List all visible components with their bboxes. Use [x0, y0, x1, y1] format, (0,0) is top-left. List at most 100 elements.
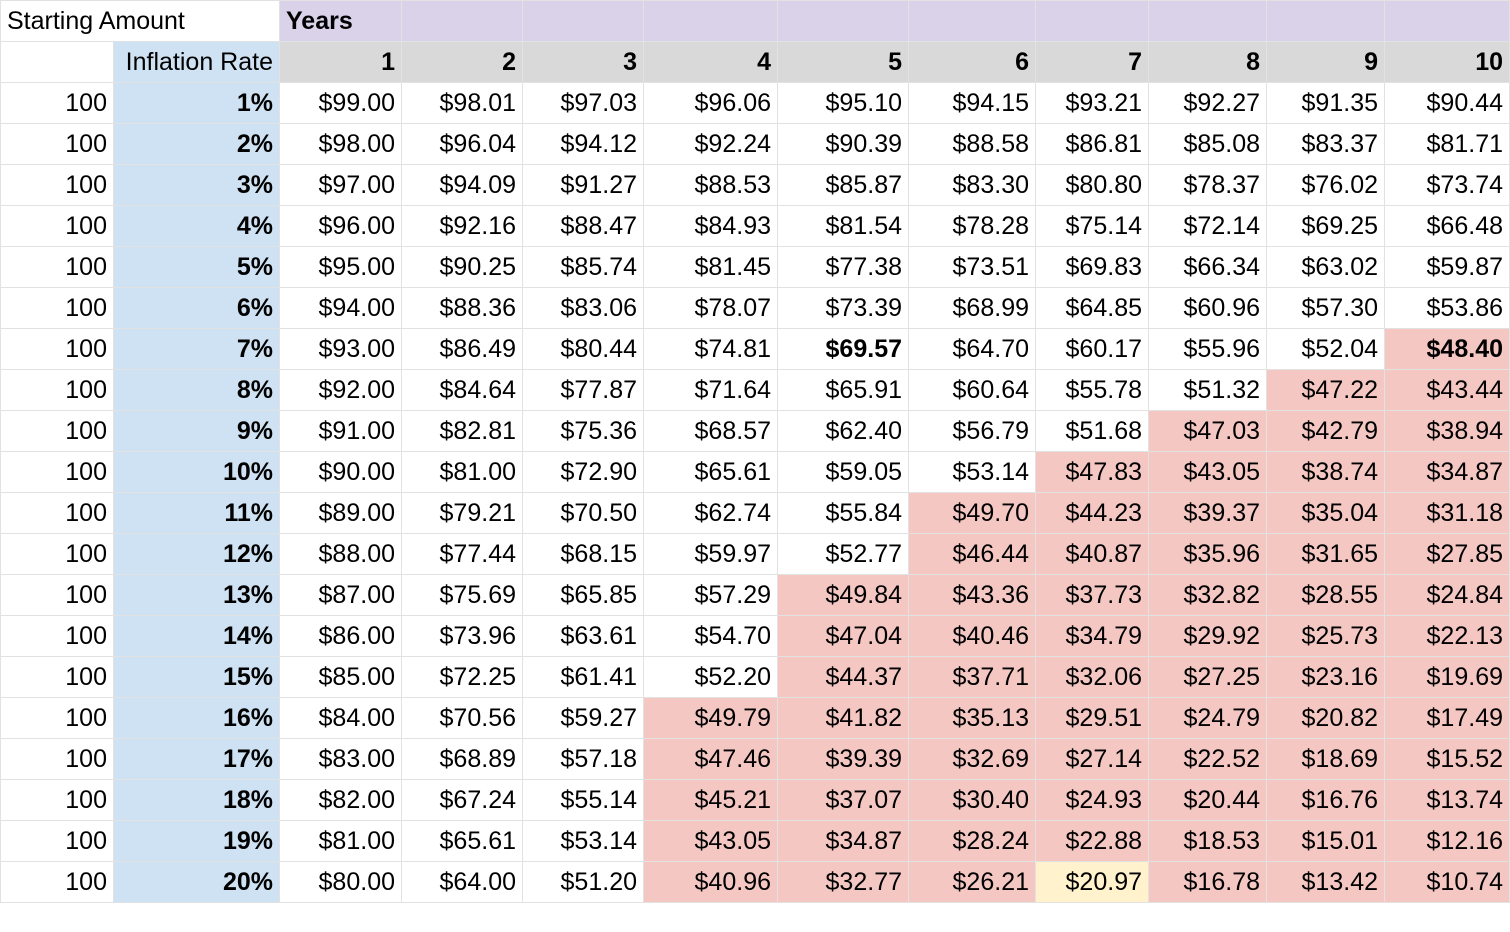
value-cell-year-9[interactable]: $42.79: [1266, 410, 1385, 452]
value-cell-year-8[interactable]: $18.53: [1148, 820, 1267, 862]
value-cell-year-4[interactable]: $78.07: [643, 287, 778, 329]
value-cell-year-3[interactable]: $91.27: [522, 164, 644, 206]
value-cell-year-10[interactable]: $27.85: [1384, 533, 1510, 575]
inflation-rate-cell[interactable]: 3%: [113, 164, 280, 206]
value-cell-year-1[interactable]: $89.00: [279, 492, 402, 534]
inflation-rate-cell[interactable]: 4%: [113, 205, 280, 247]
inflation-rate-cell[interactable]: 15%: [113, 656, 280, 698]
value-cell-year-10[interactable]: $19.69: [1384, 656, 1510, 698]
value-cell-year-4[interactable]: $62.74: [643, 492, 778, 534]
value-cell-year-7[interactable]: $60.17: [1035, 328, 1149, 370]
value-cell-year-5[interactable]: $95.10: [777, 82, 909, 124]
value-cell-year-3[interactable]: $77.87: [522, 369, 644, 411]
value-cell-year-4[interactable]: $54.70: [643, 615, 778, 657]
value-cell-year-7[interactable]: $47.83: [1035, 451, 1149, 493]
value-cell-year-8[interactable]: $35.96: [1148, 533, 1267, 575]
value-cell-year-4[interactable]: $40.96: [643, 861, 778, 903]
value-cell-year-4[interactable]: $84.93: [643, 205, 778, 247]
inflation-rate-cell[interactable]: 11%: [113, 492, 280, 534]
value-cell-year-6[interactable]: $28.24: [908, 820, 1036, 862]
value-cell-year-8[interactable]: $92.27: [1148, 82, 1267, 124]
inflation-rate-cell[interactable]: 8%: [113, 369, 280, 411]
value-cell-year-6[interactable]: $53.14: [908, 451, 1036, 493]
value-cell-year-5[interactable]: $73.39: [777, 287, 909, 329]
value-cell-year-10[interactable]: $48.40: [1384, 328, 1510, 370]
value-cell-year-1[interactable]: $97.00: [279, 164, 402, 206]
value-cell-year-4[interactable]: $88.53: [643, 164, 778, 206]
starting-amount-cell[interactable]: 100: [0, 246, 114, 288]
value-cell-year-5[interactable]: $59.05: [777, 451, 909, 493]
inflation-rate-cell[interactable]: 6%: [113, 287, 280, 329]
value-cell-year-4[interactable]: $49.79: [643, 697, 778, 739]
value-cell-year-3[interactable]: $61.41: [522, 656, 644, 698]
value-cell-year-1[interactable]: $81.00: [279, 820, 402, 862]
value-cell-year-6[interactable]: $64.70: [908, 328, 1036, 370]
year-header-8[interactable]: 8: [1148, 41, 1267, 83]
value-cell-year-3[interactable]: $85.74: [522, 246, 644, 288]
value-cell-year-9[interactable]: $91.35: [1266, 82, 1385, 124]
value-cell-year-5[interactable]: $55.84: [777, 492, 909, 534]
years-header-cell[interactable]: [908, 0, 1036, 42]
value-cell-year-5[interactable]: $52.77: [777, 533, 909, 575]
value-cell-year-9[interactable]: $25.73: [1266, 615, 1385, 657]
value-cell-year-8[interactable]: $66.34: [1148, 246, 1267, 288]
value-cell-year-8[interactable]: $24.79: [1148, 697, 1267, 739]
value-cell-year-3[interactable]: $75.36: [522, 410, 644, 452]
value-cell-year-1[interactable]: $87.00: [279, 574, 402, 616]
years-header-cell[interactable]: [1148, 0, 1267, 42]
value-cell-year-8[interactable]: $22.52: [1148, 738, 1267, 780]
years-header-cell[interactable]: [777, 0, 909, 42]
starting-amount-cell[interactable]: 100: [0, 369, 114, 411]
value-cell-year-2[interactable]: $65.61: [401, 820, 523, 862]
value-cell-year-1[interactable]: $99.00: [279, 82, 402, 124]
inflation-rate-cell[interactable]: 14%: [113, 615, 280, 657]
value-cell-year-7[interactable]: $24.93: [1035, 779, 1149, 821]
year-header-6[interactable]: 6: [908, 41, 1036, 83]
value-cell-year-4[interactable]: $59.97: [643, 533, 778, 575]
value-cell-year-3[interactable]: $83.06: [522, 287, 644, 329]
value-cell-year-7[interactable]: $51.68: [1035, 410, 1149, 452]
value-cell-year-9[interactable]: $57.30: [1266, 287, 1385, 329]
value-cell-year-1[interactable]: $95.00: [279, 246, 402, 288]
value-cell-year-4[interactable]: $65.61: [643, 451, 778, 493]
value-cell-year-1[interactable]: $98.00: [279, 123, 402, 165]
value-cell-year-9[interactable]: $18.69: [1266, 738, 1385, 780]
value-cell-year-2[interactable]: $64.00: [401, 861, 523, 903]
starting-amount-cell[interactable]: 100: [0, 492, 114, 534]
value-cell-year-1[interactable]: $84.00: [279, 697, 402, 739]
value-cell-year-5[interactable]: $39.39: [777, 738, 909, 780]
value-cell-year-10[interactable]: $73.74: [1384, 164, 1510, 206]
starting-amount-cell[interactable]: 100: [0, 205, 114, 247]
value-cell-year-1[interactable]: $85.00: [279, 656, 402, 698]
value-cell-year-8[interactable]: $51.32: [1148, 369, 1267, 411]
starting-amount-cell[interactable]: 100: [0, 861, 114, 903]
value-cell-year-9[interactable]: $15.01: [1266, 820, 1385, 862]
value-cell-year-8[interactable]: $43.05: [1148, 451, 1267, 493]
value-cell-year-8[interactable]: $16.78: [1148, 861, 1267, 903]
value-cell-year-10[interactable]: $15.52: [1384, 738, 1510, 780]
year-header-2[interactable]: 2: [401, 41, 523, 83]
starting-amount-cell[interactable]: 100: [0, 410, 114, 452]
inflation-rate-cell[interactable]: 13%: [113, 574, 280, 616]
value-cell-year-9[interactable]: $63.02: [1266, 246, 1385, 288]
value-cell-year-7[interactable]: $55.78: [1035, 369, 1149, 411]
value-cell-year-5[interactable]: $47.04: [777, 615, 909, 657]
value-cell-year-2[interactable]: $98.01: [401, 82, 523, 124]
years-header-cell[interactable]: [1035, 0, 1149, 42]
starting-amount-cell[interactable]: 100: [0, 697, 114, 739]
value-cell-year-8[interactable]: $27.25: [1148, 656, 1267, 698]
value-cell-year-5[interactable]: $65.91: [777, 369, 909, 411]
value-cell-year-1[interactable]: $91.00: [279, 410, 402, 452]
value-cell-year-1[interactable]: $80.00: [279, 861, 402, 903]
value-cell-year-1[interactable]: $94.00: [279, 287, 402, 329]
years-header-cell[interactable]: [1266, 0, 1385, 42]
value-cell-year-2[interactable]: $94.09: [401, 164, 523, 206]
value-cell-year-10[interactable]: $12.16: [1384, 820, 1510, 862]
value-cell-year-9[interactable]: $69.25: [1266, 205, 1385, 247]
value-cell-year-5[interactable]: $62.40: [777, 410, 909, 452]
value-cell-year-2[interactable]: $81.00: [401, 451, 523, 493]
value-cell-year-3[interactable]: $55.14: [522, 779, 644, 821]
inflation-rate-cell[interactable]: 2%: [113, 123, 280, 165]
value-cell-year-2[interactable]: $79.21: [401, 492, 523, 534]
value-cell-year-8[interactable]: $32.82: [1148, 574, 1267, 616]
